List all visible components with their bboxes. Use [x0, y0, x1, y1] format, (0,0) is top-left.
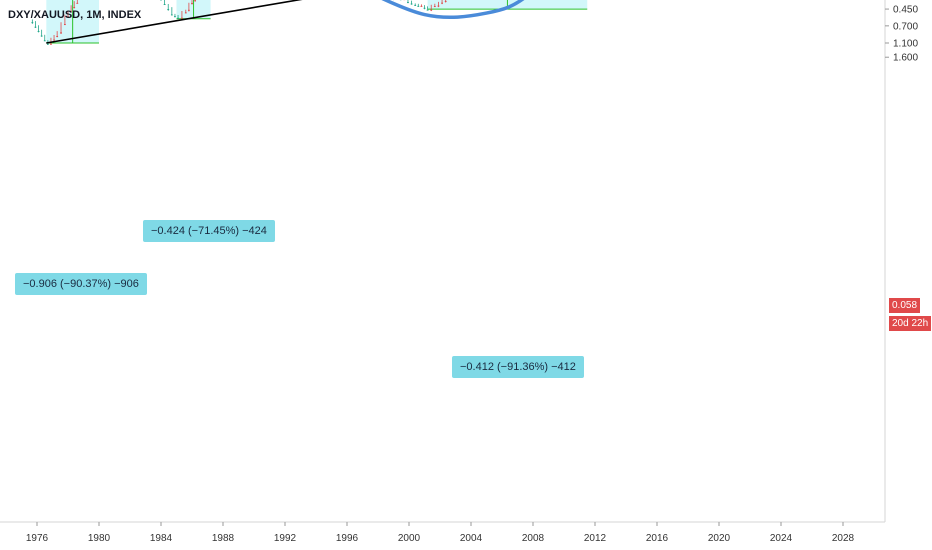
candle-body-44: [181, 17, 183, 19]
candle-body-118: [426, 9, 429, 11]
projection-arc-1: [381, 0, 525, 20]
candle-body-9: [60, 32, 62, 34]
candle-body-116: [420, 5, 423, 7]
x-tick-label-7: 2004: [460, 533, 483, 544]
y-tick-label-0: 1.600: [893, 53, 918, 64]
x-tick-label-9: 2012: [584, 533, 607, 544]
trendline-1: [46, 0, 303, 44]
candle-body-14: [76, 2, 79, 4]
x-tick-label-10: 2016: [646, 533, 669, 544]
candle-body-119: [430, 9, 433, 11]
x-tick-label-8: 2008: [522, 533, 545, 544]
candle-body-11: [67, 16, 69, 18]
candle-body-46: [188, 9, 190, 11]
candle-body-6: [50, 43, 52, 45]
measure-label-1: −0.906 (−90.37%) −906: [15, 273, 147, 295]
candle-body-48: [194, 0, 196, 2]
x-tick-label-5: 1996: [336, 533, 359, 544]
candle-body-7: [53, 39, 55, 41]
candle-body-10: [64, 24, 66, 26]
candle-body-42: [174, 16, 176, 18]
y-tick-label-2: 0.700: [893, 21, 918, 32]
candle-body-1: [34, 26, 37, 28]
x-tick-label-2: 1984: [150, 533, 173, 544]
candle-body-3: [40, 35, 43, 37]
candle-body-113: [410, 3, 413, 5]
countdown-tag: 20d 22h: [889, 316, 932, 331]
candle-body-40: [167, 9, 170, 11]
measure-label-3: −0.412 (−91.36%) −412: [452, 356, 584, 378]
candle-body-114: [414, 4, 417, 6]
candle-body-117: [423, 7, 426, 9]
candle-body-45: [184, 12, 187, 14]
candle-body-120: [433, 6, 436, 8]
measure-label-2: −0.424 (−71.45%) −424: [143, 220, 275, 242]
x-tick-label-1: 1980: [88, 533, 111, 544]
candle-body-121: [437, 5, 440, 7]
candle-body-112: [407, 2, 409, 4]
x-tick-label-3: 1988: [212, 533, 235, 544]
x-tick-label-0: 1976: [26, 533, 49, 544]
candle-body-4: [43, 40, 46, 42]
x-tick-label-4: 1992: [274, 533, 297, 544]
chart-title: DXY/XAUUSD, 1M, INDEX: [8, 9, 142, 21]
candle-body-2: [37, 30, 40, 32]
candle-body-122: [441, 2, 443, 4]
candle-body-47: [191, 2, 193, 4]
x-tick-label-12: 2024: [770, 533, 793, 544]
candle-body-13: [73, 7, 76, 9]
x-tick-label-13: 2028: [832, 533, 855, 544]
candle-body-41: [170, 14, 173, 16]
x-tick-label-6: 2000: [398, 533, 421, 544]
candle-body-12: [70, 11, 72, 13]
candle-body-43: [177, 17, 179, 19]
y-tick-label-1: 1.100: [893, 39, 918, 50]
candle-body-39: [163, 4, 166, 6]
candle-body-123: [444, 0, 447, 2]
candle-body-115: [417, 5, 420, 7]
candle-body-0: [31, 22, 34, 24]
price-tag: 0.058: [889, 298, 921, 313]
x-tick-label-11: 2020: [708, 533, 731, 544]
candle-body-5: [46, 43, 49, 45]
y-tick-label-3: 0.450: [893, 5, 918, 16]
candle-body-8: [56, 35, 59, 37]
